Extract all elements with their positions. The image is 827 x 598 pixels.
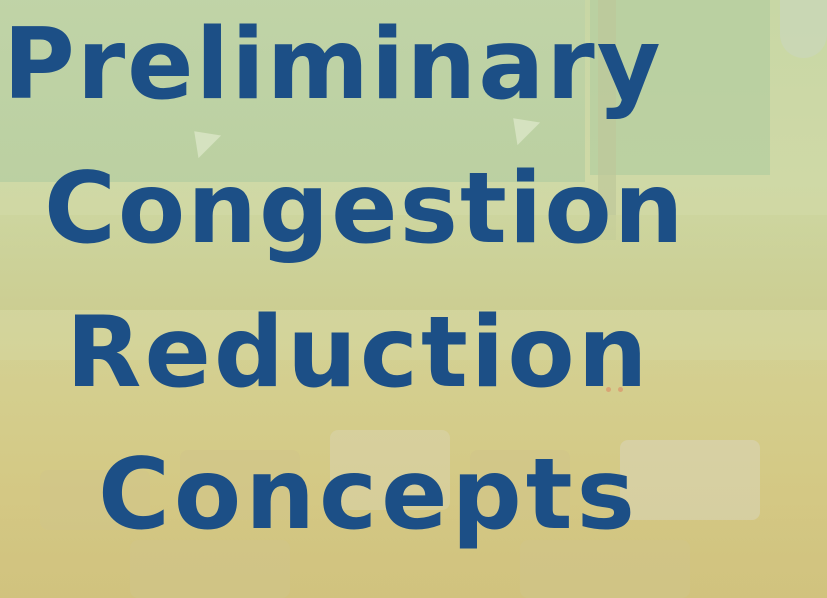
title-line-1: Preliminary bbox=[3, 8, 663, 122]
highway-sign-right bbox=[590, 0, 770, 175]
sign-pole bbox=[598, 0, 616, 240]
car bbox=[40, 470, 150, 530]
car bbox=[470, 450, 570, 520]
car bbox=[330, 430, 450, 510]
highway-sign-left bbox=[0, 0, 585, 182]
treeline bbox=[0, 215, 827, 310]
title-line-4: Concepts bbox=[98, 438, 639, 552]
car bbox=[520, 540, 690, 598]
title-line-2: Congestion bbox=[44, 152, 686, 266]
taillight bbox=[618, 387, 623, 392]
car bbox=[180, 450, 300, 520]
taillight bbox=[606, 387, 611, 392]
route-shield-icon bbox=[780, 0, 827, 58]
title-line-3: Reduction bbox=[66, 296, 651, 410]
car bbox=[130, 540, 290, 598]
car bbox=[620, 440, 760, 520]
